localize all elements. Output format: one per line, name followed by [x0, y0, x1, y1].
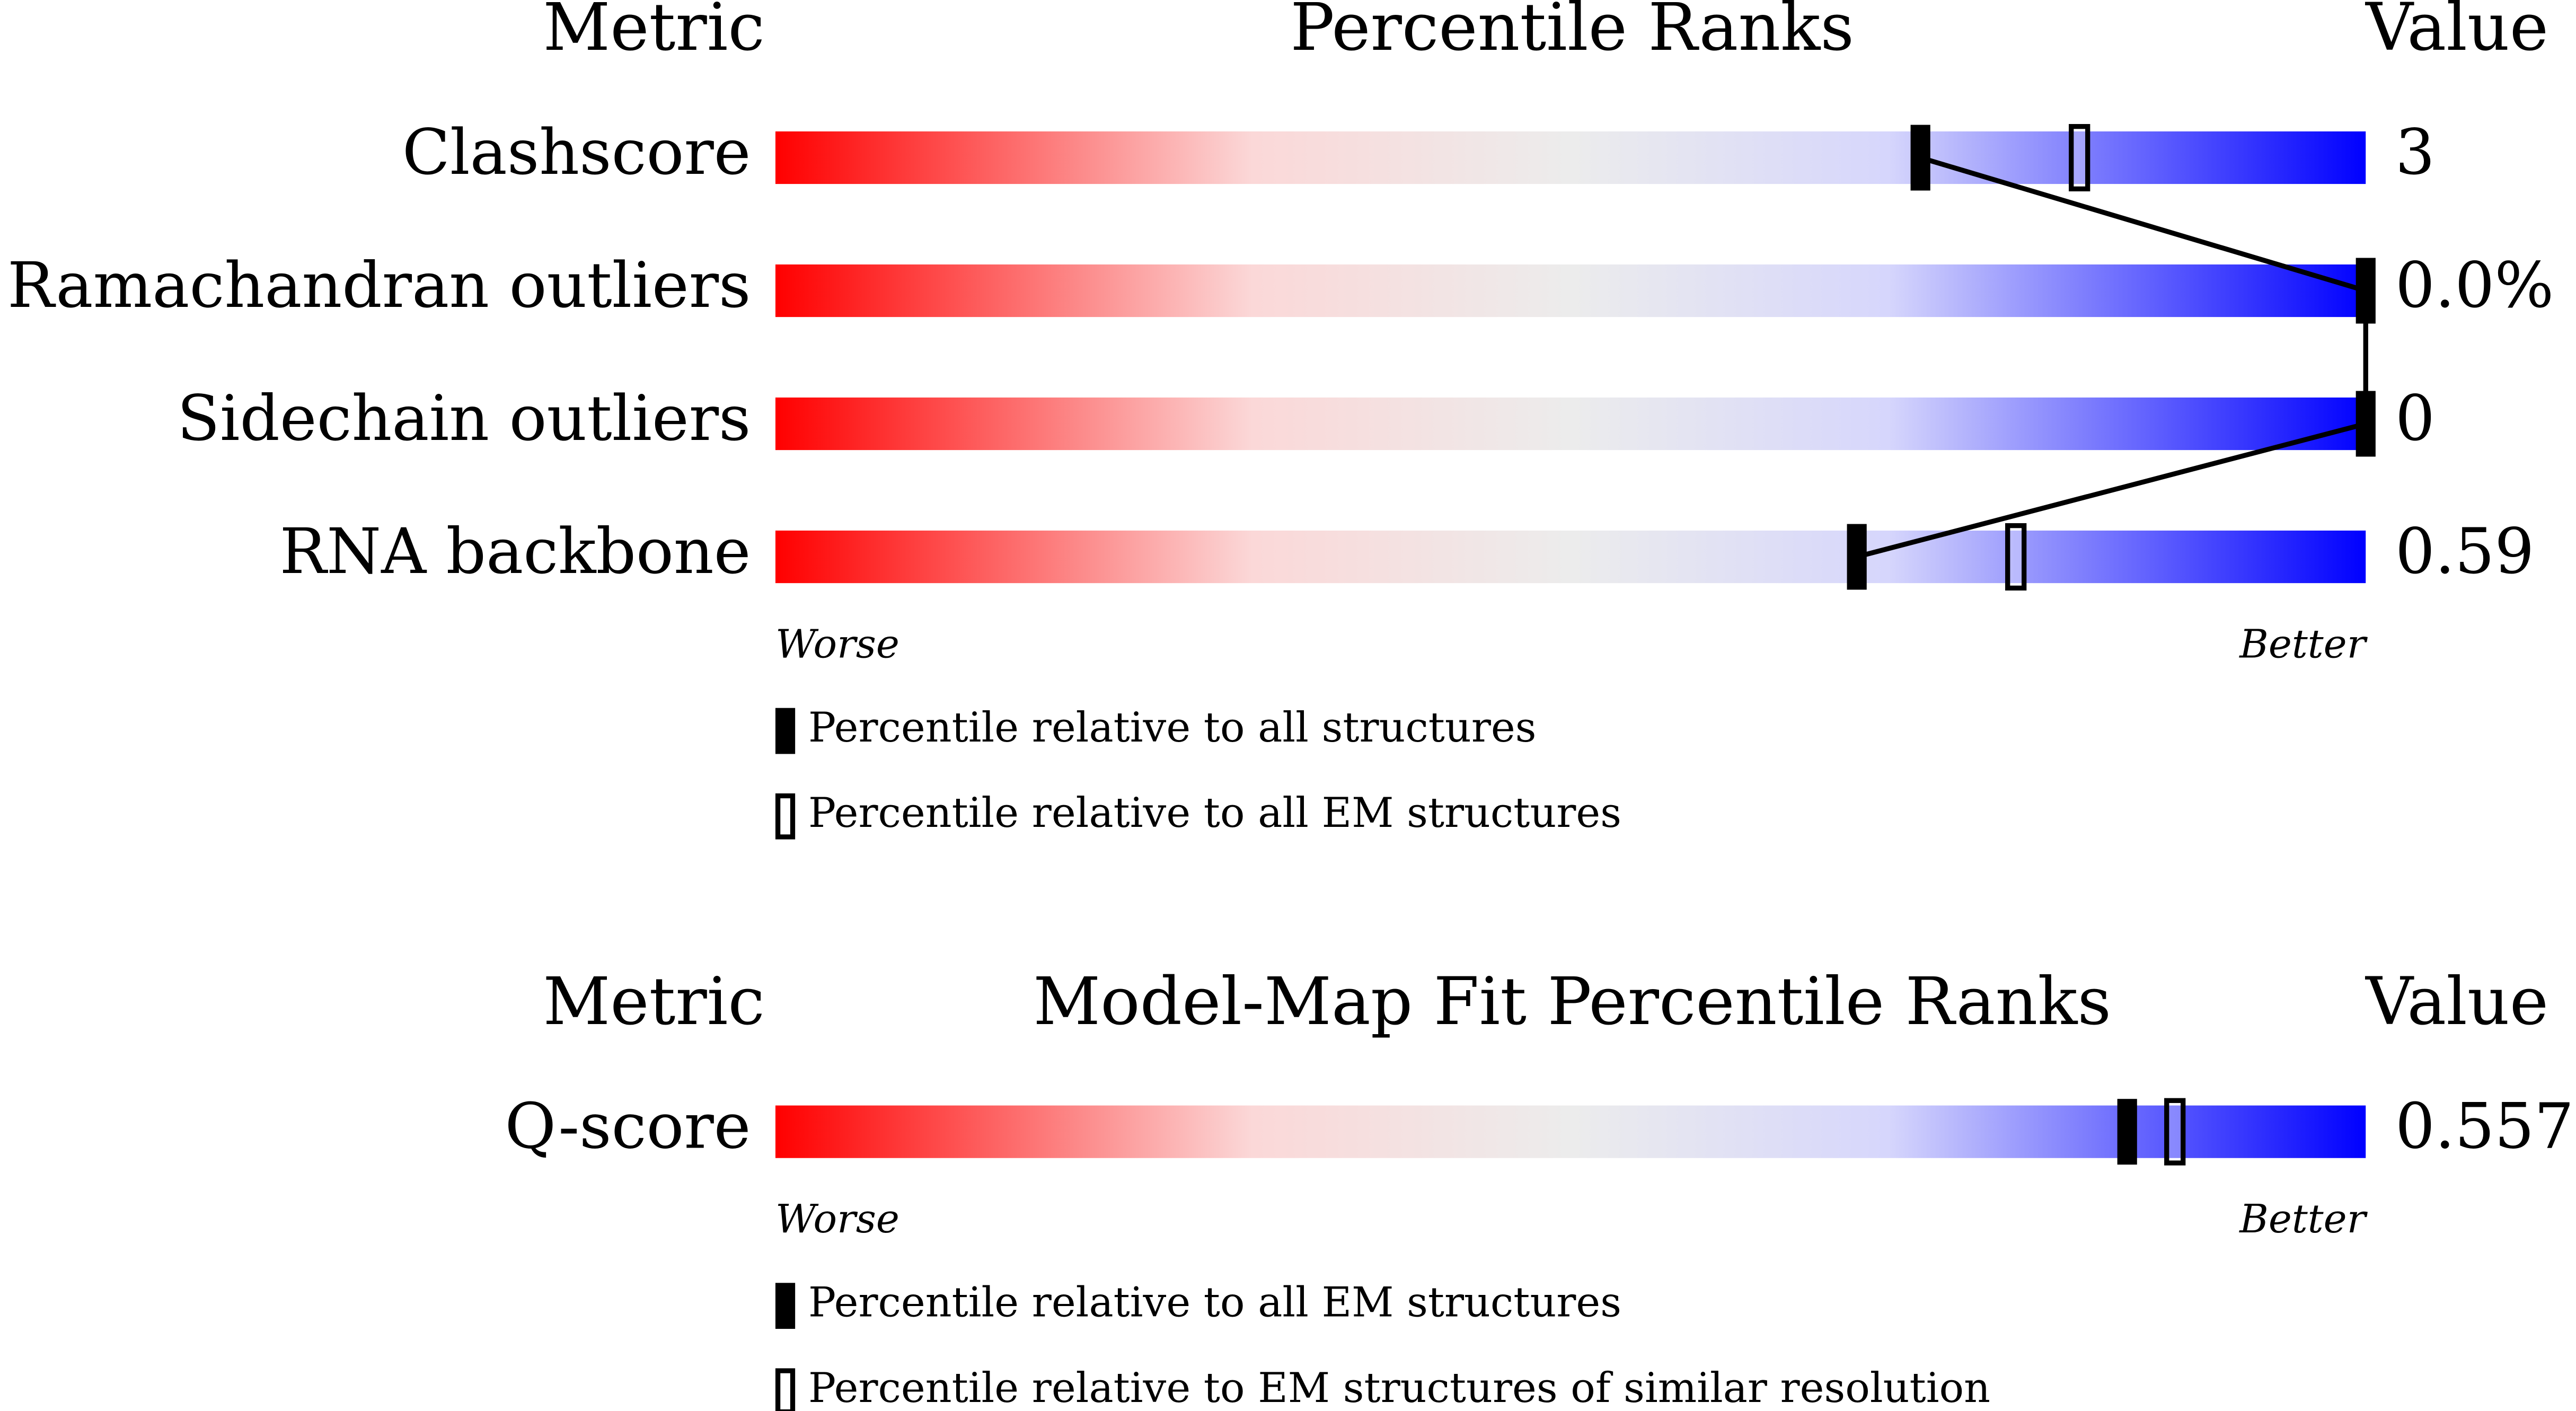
- metric-value: 0.0%: [2395, 249, 2554, 322]
- legend-marker-hollow: [775, 1368, 796, 1411]
- marker-hollow: [2069, 124, 2090, 192]
- legend-label: Percentile relative to all structures: [808, 704, 1537, 752]
- low-label: Worse: [775, 621, 899, 667]
- legend-marker-filled: [775, 1283, 796, 1329]
- low-label: Worse: [775, 1196, 899, 1242]
- metric-value: 3: [2395, 116, 2435, 189]
- marker-filled: [2356, 391, 2376, 457]
- legend-label: Percentile relative to EM structures of …: [808, 1364, 1990, 1411]
- metric-header: Metric: [543, 0, 764, 66]
- chart-title: Percentile Ranks: [1290, 0, 1854, 66]
- percentile-bar: [775, 397, 2366, 451]
- metric-label: Ramachandran outliers: [7, 249, 751, 322]
- metric-label: RNA backbone: [279, 515, 751, 588]
- percentile-bar: [775, 1105, 2366, 1158]
- value-header: Value: [2365, 0, 2548, 66]
- marker-filled: [1910, 125, 1930, 191]
- marker-filled: [2117, 1099, 2137, 1165]
- percentile-bar: [775, 530, 2366, 584]
- high-label: Better: [2238, 1196, 2368, 1242]
- value-header: Value: [2365, 964, 2548, 1040]
- legend-marker-hollow: [775, 793, 796, 840]
- metric-value: 0.59: [2395, 515, 2534, 588]
- metric-label: Sidechain outliers: [177, 382, 751, 455]
- percentile-bar: [775, 264, 2366, 318]
- chart-title: Model-Map Fit Percentile Ranks: [1033, 964, 2111, 1040]
- metric-value: 0.557: [2395, 1090, 2574, 1163]
- metric-header: Metric: [543, 964, 764, 1040]
- marker-hollow: [2164, 1098, 2186, 1166]
- marker-filled: [1847, 524, 1867, 590]
- legend-label: Percentile relative to all EM structures: [808, 789, 1621, 837]
- marker-filled: [2356, 258, 2376, 324]
- legend-label: Percentile relative to all EM structures: [808, 1279, 1621, 1327]
- metric-label: Clashscore: [402, 116, 751, 189]
- metric-label: Q-score: [505, 1090, 751, 1163]
- high-label: Better: [2238, 621, 2368, 667]
- legend-marker-filled: [775, 708, 796, 754]
- percentile-bar: [775, 131, 2366, 184]
- metric-value: 0: [2395, 382, 2435, 455]
- rank-line: [1856, 155, 2368, 560]
- marker-hollow: [2005, 523, 2027, 591]
